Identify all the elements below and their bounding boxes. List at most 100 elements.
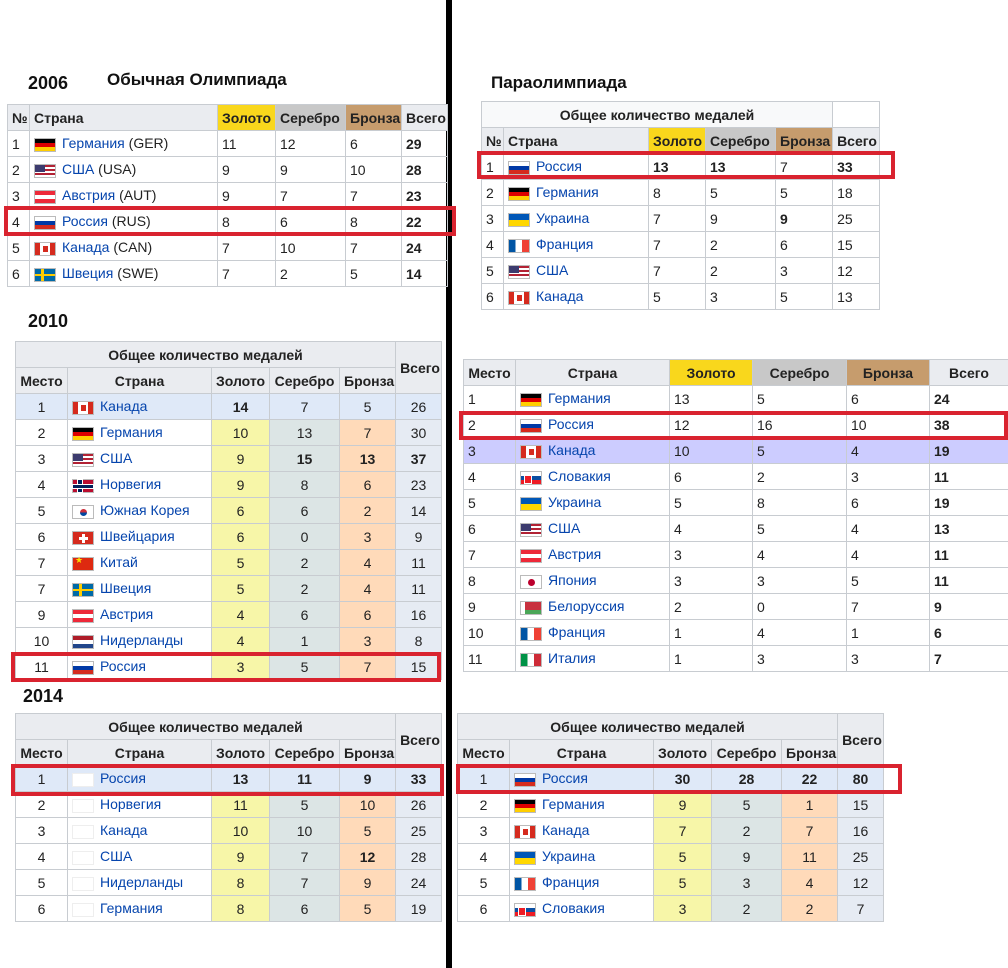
gold-cell: 9 bbox=[211, 445, 270, 472]
country-link[interactable]: Австрия bbox=[100, 606, 154, 623]
country-link[interactable]: США bbox=[548, 520, 581, 537]
rank-cell: 4 bbox=[457, 843, 510, 870]
country-link[interactable]: Италия bbox=[548, 650, 596, 667]
header-silver: Серебро bbox=[711, 739, 782, 766]
country-link[interactable]: Германия bbox=[548, 390, 611, 407]
country-cell: США (USA) bbox=[29, 156, 218, 183]
country-link[interactable]: Канада bbox=[62, 239, 110, 256]
country-link[interactable]: Норвегия bbox=[100, 476, 162, 493]
year-2010-title: 2010 bbox=[28, 311, 69, 331]
table-row: 9 Австрия 4 6 6 16 bbox=[15, 601, 443, 628]
country-link[interactable]: Украина bbox=[536, 210, 590, 227]
gold-cell: 11 bbox=[211, 791, 270, 818]
total-cell: 11 bbox=[929, 463, 1008, 490]
header-country: Страна bbox=[515, 359, 670, 386]
rank-cell: 2 bbox=[463, 411, 516, 438]
country-link[interactable]: Китай bbox=[100, 554, 138, 571]
rank-cell: 6 bbox=[15, 523, 68, 550]
country-link[interactable]: Украина bbox=[548, 494, 602, 511]
country-link[interactable]: Швеция bbox=[100, 580, 152, 597]
table-row: 6 Швейцария 6 0 3 9 bbox=[15, 523, 443, 550]
country-link[interactable]: США bbox=[62, 161, 95, 178]
total-cell: 16 bbox=[395, 601, 443, 628]
total-cell: 19 bbox=[929, 437, 1008, 464]
country-link[interactable]: Германия bbox=[536, 184, 599, 201]
country-link[interactable]: Россия bbox=[100, 658, 146, 675]
country-link[interactable]: США bbox=[100, 848, 133, 865]
table-row: 5 Канада (CAN) 7 10 7 24 bbox=[7, 234, 448, 261]
country-link[interactable]: Словакия bbox=[548, 468, 611, 485]
country-link[interactable]: Словакия bbox=[542, 900, 605, 917]
header-overall: Общее количество медалей bbox=[14, 713, 397, 740]
country-link[interactable]: Россия bbox=[62, 213, 108, 230]
country-link[interactable]: Канада bbox=[548, 442, 596, 459]
total-cell: 24 bbox=[929, 385, 1008, 412]
country-link[interactable]: Австрия bbox=[548, 546, 602, 563]
country-link[interactable]: Канада bbox=[100, 398, 148, 415]
country-link[interactable]: Россия bbox=[548, 416, 594, 433]
country-link[interactable]: Франция bbox=[548, 624, 606, 641]
total-cell: 12 bbox=[837, 869, 885, 896]
header-country: Страна bbox=[503, 127, 649, 154]
gold-cell: 8 bbox=[217, 208, 276, 235]
rank-cell: 7 bbox=[463, 541, 516, 568]
country-link[interactable]: Франция bbox=[536, 236, 594, 253]
rank-cell: 1 bbox=[15, 393, 68, 420]
country-cell: Нидерланды bbox=[67, 627, 212, 654]
country-link[interactable]: Швеция bbox=[62, 265, 114, 282]
country-link[interactable]: Южная Корея bbox=[100, 502, 190, 519]
country-link[interactable]: Белоруссия bbox=[548, 598, 625, 615]
country-link[interactable]: Германия bbox=[62, 135, 125, 152]
silver-cell: 5 bbox=[711, 791, 782, 818]
rank-cell: 5 bbox=[457, 869, 510, 896]
header-bronze: Бронза bbox=[338, 367, 397, 394]
bronze-cell: 3 bbox=[338, 627, 397, 654]
country-link[interactable]: США bbox=[100, 450, 133, 467]
country-link[interactable]: Россия bbox=[100, 770, 146, 787]
country-link[interactable]: Украина bbox=[542, 848, 596, 865]
bronze-cell: 4 bbox=[780, 869, 839, 896]
total-cell: 13 bbox=[832, 283, 881, 310]
total-cell: 30 bbox=[395, 419, 443, 446]
country-link[interactable]: Канада bbox=[536, 288, 584, 305]
silver-cell: 7 bbox=[269, 393, 340, 420]
total-cell: 23 bbox=[395, 471, 443, 498]
country-link[interactable]: Австрия bbox=[62, 187, 116, 204]
country-link[interactable]: Канада bbox=[100, 822, 148, 839]
bronze-cell: 4 bbox=[846, 541, 930, 568]
country-cell: Германия (GER) bbox=[29, 130, 218, 157]
flag-fra-icon bbox=[508, 238, 530, 253]
country-link[interactable]: Германия bbox=[542, 796, 605, 813]
country-link[interactable]: Канада bbox=[542, 822, 590, 839]
country-link[interactable]: Нидерланды bbox=[100, 874, 184, 891]
country-link[interactable]: Россия bbox=[542, 770, 588, 787]
rank-cell: 5 bbox=[7, 234, 30, 261]
bronze-cell: 4 bbox=[846, 437, 930, 464]
country-link[interactable]: Россия bbox=[536, 158, 582, 175]
medal-table-2006-paralympics: Общее количество медалей № Страна Золото… bbox=[480, 101, 881, 310]
total-cell: 9 bbox=[395, 523, 443, 550]
silver-cell: 8 bbox=[269, 471, 340, 498]
total-cell: 13 bbox=[929, 515, 1008, 542]
country-link[interactable]: Франция bbox=[542, 874, 600, 891]
country-link[interactable]: Япония bbox=[548, 572, 597, 589]
gold-cell: 13 bbox=[211, 765, 270, 792]
country-link[interactable]: США bbox=[536, 262, 569, 279]
country-link[interactable]: Норвегия bbox=[100, 796, 162, 813]
country-code: (SWE) bbox=[117, 265, 159, 282]
country-link[interactable]: Швейцария bbox=[100, 528, 175, 545]
gold-cell: 10 bbox=[211, 419, 270, 446]
country-link[interactable]: Нидерланды bbox=[100, 632, 184, 649]
bronze-cell: 2 bbox=[780, 895, 839, 922]
table-row: 9 Белоруссия 2 0 7 9 bbox=[463, 593, 1008, 620]
total-cell: 25 bbox=[832, 205, 881, 232]
country-cell: Россия bbox=[67, 765, 212, 792]
country-link[interactable]: Германия bbox=[100, 900, 163, 917]
silver-cell: 7 bbox=[269, 869, 340, 896]
table-row: 6 США 4 5 4 13 bbox=[463, 515, 1008, 542]
flag-none-icon bbox=[72, 850, 94, 865]
bronze-cell: 6 bbox=[338, 471, 397, 498]
country-link[interactable]: Германия bbox=[100, 424, 163, 441]
total-cell: 11 bbox=[929, 541, 1008, 568]
